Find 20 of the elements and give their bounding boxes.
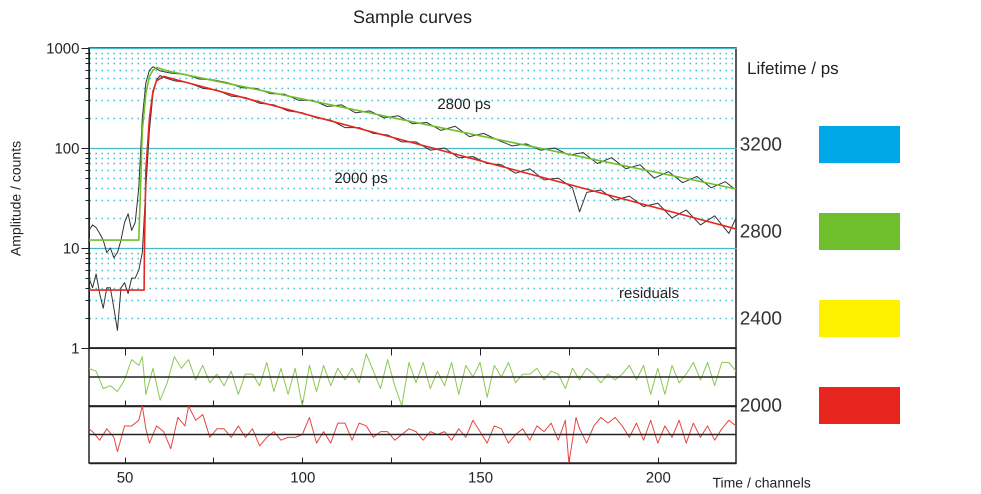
chart-title: Sample curves (352, 7, 472, 27)
legend-label: 3200 (740, 134, 782, 156)
annotation: 2000 ps (334, 170, 388, 187)
y-tick-label: 100 (54, 140, 80, 158)
legend-label: 2400 (740, 308, 782, 330)
x-tick-label: 150 (468, 470, 494, 486)
legend-label: 2000 (740, 396, 782, 416)
annotation: residuals (618, 285, 680, 302)
y-tick-label: 1 (71, 340, 80, 358)
x-axis-title: Time / channels (712, 474, 811, 490)
annotation: 2800 ps (437, 96, 491, 113)
y-tick-label: 10 (62, 240, 80, 258)
x-tick-label: 100 (290, 470, 316, 486)
legend-label: 2800 (740, 222, 782, 242)
line-series (89, 75, 736, 331)
y-axis-title: Amplitude / counts (8, 140, 24, 256)
legend-title: Lifetime / ps (747, 59, 839, 78)
y-tick-label: 1000 (46, 40, 80, 58)
x-tick-label: 200 (646, 470, 671, 486)
x-tick-label: 50 (116, 470, 134, 486)
